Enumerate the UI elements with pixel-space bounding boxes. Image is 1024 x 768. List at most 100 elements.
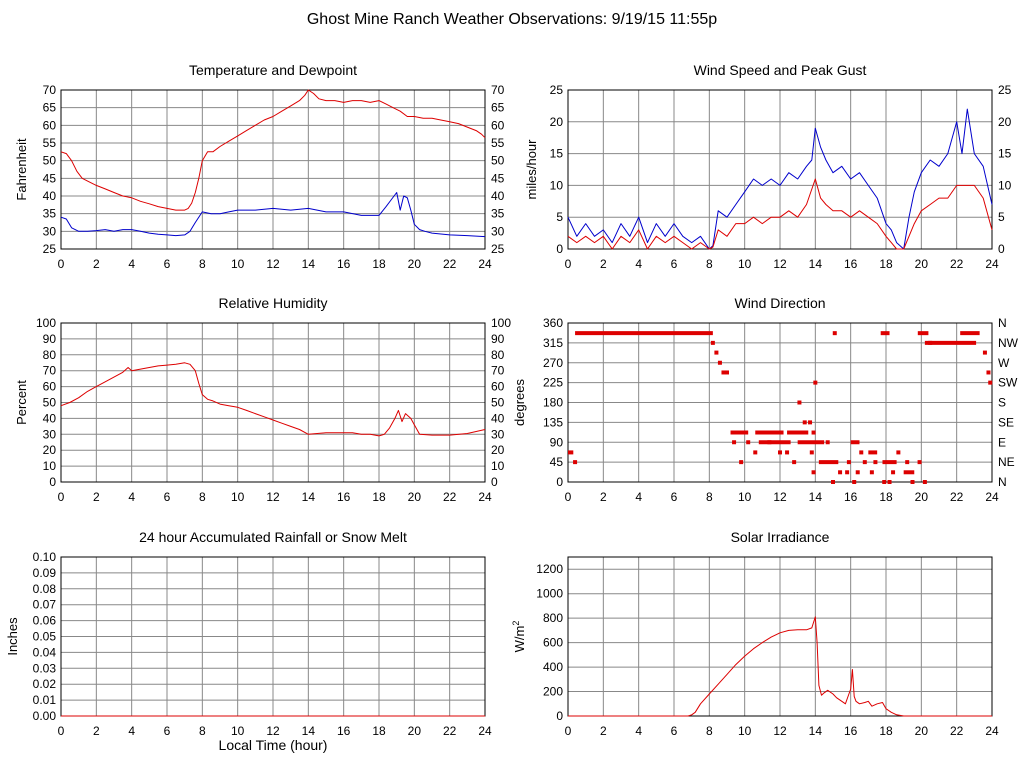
wind-direction-point xyxy=(717,360,722,365)
x-tick-label: 20 xyxy=(408,257,422,271)
y-tick-label-right: 25 xyxy=(491,242,505,256)
y-tick-label-right: 15 xyxy=(998,147,1012,161)
y-tick-label: 45 xyxy=(550,455,564,469)
x-tick-label: 22 xyxy=(950,490,964,504)
y-tick-label: 0.07 xyxy=(33,598,57,612)
x-tick-label: 12 xyxy=(266,724,280,738)
x-tick-label: 24 xyxy=(478,490,492,504)
x-tick-label: 16 xyxy=(844,724,858,738)
solar-ylabel: W/m2 xyxy=(511,621,527,653)
x-tick-label: 6 xyxy=(164,490,171,504)
x-tick-label: 0 xyxy=(58,490,65,504)
wind-direction-point xyxy=(891,470,896,475)
x-tick-label: 10 xyxy=(738,724,752,738)
compass-label: SE xyxy=(998,415,1014,429)
wind-direction-point xyxy=(852,480,857,484)
wind-direction-point xyxy=(732,440,737,445)
compass-label: SW xyxy=(998,376,1018,390)
x-tick-label: 6 xyxy=(671,490,678,504)
x-tick-label: 6 xyxy=(671,257,678,271)
solar-series-red-line xyxy=(568,616,992,717)
y-tick-label: 30 xyxy=(43,427,57,441)
wind-direction-point xyxy=(792,460,797,465)
y-tick-label-right: 45 xyxy=(491,171,505,185)
x-tick-label: 14 xyxy=(302,490,316,504)
y-tick-label: 25 xyxy=(550,83,564,97)
wind-direction-point xyxy=(832,331,837,336)
x-tick-label: 8 xyxy=(199,724,206,738)
wind-direction-point xyxy=(721,370,726,375)
wind-direction-point xyxy=(811,430,816,435)
x-tick-label: 24 xyxy=(478,724,492,738)
y-tick-label-right: 100 xyxy=(491,316,511,330)
x-tick-label: 10 xyxy=(738,490,752,504)
compass-label: NE xyxy=(998,455,1015,469)
x-tick-label: 2 xyxy=(93,490,100,504)
temp-series-blue-line xyxy=(60,192,486,238)
x-tick-label: 10 xyxy=(231,257,245,271)
wind-direction-point xyxy=(825,440,830,445)
y-tick-label-right: 20 xyxy=(998,115,1012,129)
x-tick-label: 12 xyxy=(266,257,280,271)
rh-series-red-line xyxy=(60,362,486,437)
wind-direction-point xyxy=(811,470,816,475)
y-tick-label-right: 35 xyxy=(491,207,505,221)
wind-direction-point xyxy=(862,460,867,465)
x-tick-label: 18 xyxy=(879,257,893,271)
wind-direction-point xyxy=(838,470,843,475)
y-tick-label: 15 xyxy=(550,147,564,161)
wind-direction-point xyxy=(855,470,860,475)
rain-ylabel: Inches xyxy=(5,617,20,656)
x-tick-label: 0 xyxy=(58,724,65,738)
wind-direction-point xyxy=(905,460,910,465)
x-tick-label: 10 xyxy=(231,490,245,504)
x-tick-label: 12 xyxy=(773,257,787,271)
wind-direction-point xyxy=(882,480,887,484)
x-tick-label: 22 xyxy=(443,490,457,504)
y-tick-label: 40 xyxy=(43,189,57,203)
rh-plot-frame xyxy=(60,322,486,483)
y-tick-label: 0.10 xyxy=(33,550,57,564)
y-tick-label: 180 xyxy=(543,396,563,410)
x-tick-label: 6 xyxy=(164,724,171,738)
wind-direction-point xyxy=(802,420,807,425)
x-tick-label: 4 xyxy=(128,724,135,738)
y-tick-label-right: 0 xyxy=(491,475,498,489)
wind-direction-point xyxy=(813,380,818,385)
y-tick-label: 0 xyxy=(556,242,563,256)
y-tick-label: 5 xyxy=(556,210,563,224)
wind-direction-point xyxy=(873,460,878,465)
x-tick-label: 20 xyxy=(915,490,929,504)
wind-series-blue-line xyxy=(567,108,993,250)
y-tick-label: 135 xyxy=(543,415,563,429)
y-tick-label-right: 25 xyxy=(998,83,1012,97)
y-tick-label: 400 xyxy=(543,660,563,674)
x-tick-label: 14 xyxy=(809,724,823,738)
wind-direction-point xyxy=(982,350,987,355)
x-tick-label: 22 xyxy=(443,257,457,271)
x-tick-label: 2 xyxy=(93,724,100,738)
wind-direction-point xyxy=(845,470,850,475)
x-tick-label: 24 xyxy=(985,257,999,271)
page-title: Ghost Mine Ranch Weather Observations: 9… xyxy=(307,11,717,28)
wind-direction-point xyxy=(859,450,864,455)
x-tick-label: 18 xyxy=(372,490,386,504)
x-tick-label: 8 xyxy=(706,257,713,271)
wind-series-red-line xyxy=(567,178,993,250)
x-tick-label: 4 xyxy=(128,257,135,271)
x-tick-label: 20 xyxy=(915,724,929,738)
compass-label: N xyxy=(998,475,1007,489)
y-tick-label-right: 30 xyxy=(491,224,505,238)
wind-direction-point xyxy=(917,460,922,465)
y-tick-label: 10 xyxy=(43,459,57,473)
wind-direction-point xyxy=(846,460,851,465)
y-tick-label: 60 xyxy=(43,380,57,394)
x-tick-label: 16 xyxy=(337,490,351,504)
y-tick-label: 225 xyxy=(543,376,563,390)
y-tick-label: 0.00 xyxy=(33,709,57,723)
wind-direction-point xyxy=(767,440,772,445)
x-tick-label: 22 xyxy=(950,257,964,271)
